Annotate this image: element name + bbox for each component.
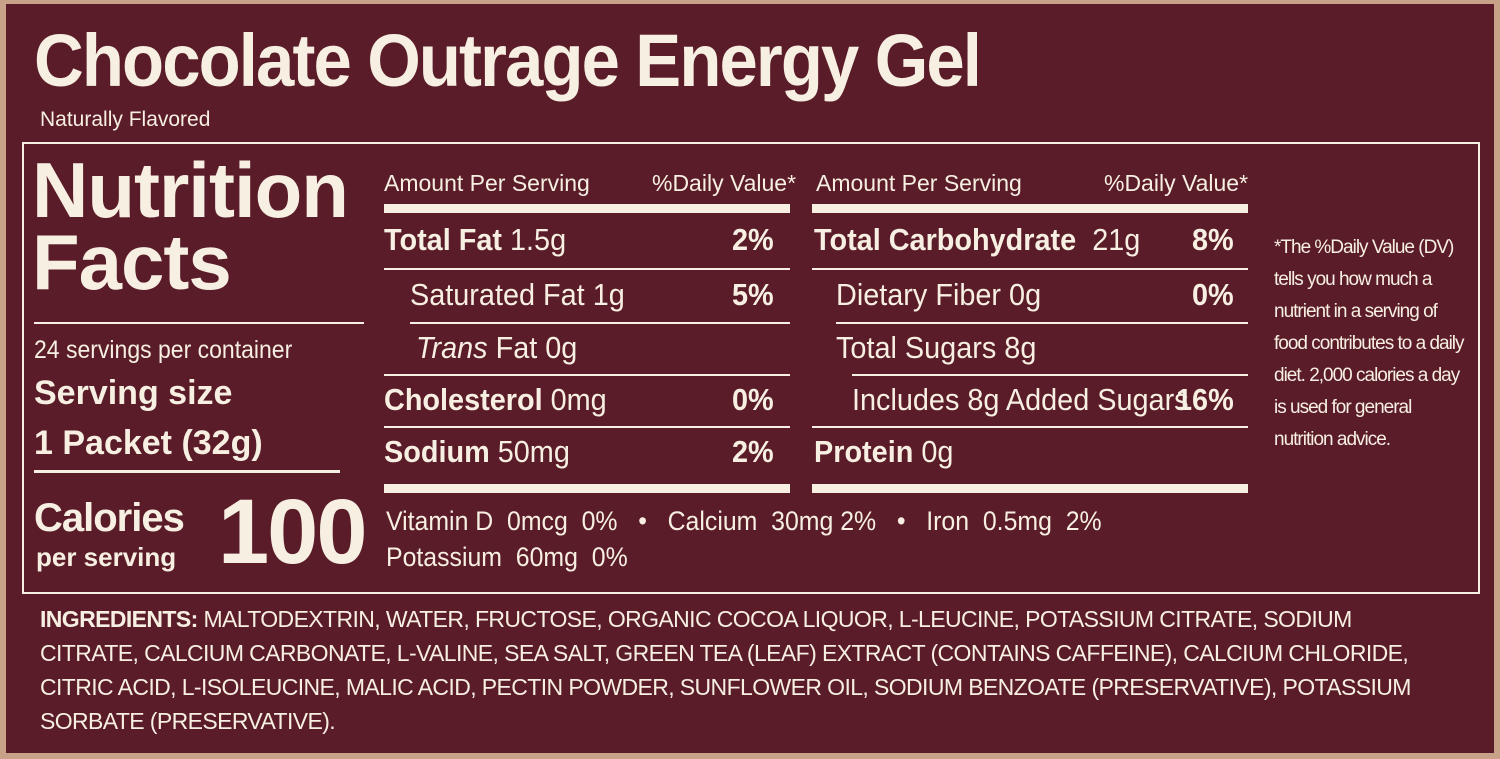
amount: 0mg bbox=[550, 382, 607, 417]
vitamin-amount: 60mg bbox=[515, 542, 578, 572]
dv: 2% bbox=[732, 434, 774, 469]
col-header: %Daily Value* bbox=[652, 170, 797, 196]
rule bbox=[384, 484, 790, 493]
col-header: Amount Per Serving bbox=[816, 170, 1022, 196]
vitamin-name: Calcium bbox=[667, 506, 758, 536]
ingredients-label: INGREDIENTS: bbox=[40, 606, 198, 632]
calories-sub: per serving bbox=[36, 542, 177, 572]
servings: 24 servings per container bbox=[34, 336, 293, 364]
facts-box bbox=[22, 142, 1480, 594]
rule bbox=[384, 374, 790, 376]
nutrient-name: Total Carbohydrate bbox=[814, 222, 1077, 257]
vitamin-dv: 0% bbox=[581, 506, 618, 536]
serving-size: 1 Packet (32g) bbox=[34, 424, 263, 462]
nutrient-name: Includes 8g Added Sugars bbox=[852, 382, 1189, 417]
nutrient-name: Saturated Fat bbox=[410, 277, 585, 312]
rule bbox=[812, 484, 1248, 493]
rule bbox=[34, 470, 340, 473]
amount: 21g bbox=[1092, 222, 1141, 257]
vitamin-name: Vitamin D bbox=[386, 506, 494, 536]
nutrient-name: Total Sugars bbox=[836, 330, 997, 365]
vitamin-amount: 30mg bbox=[771, 506, 834, 536]
amount: 0g bbox=[545, 330, 578, 365]
amount: 8g bbox=[1004, 330, 1037, 365]
col-header: Amount Per Serving bbox=[384, 170, 590, 196]
rule bbox=[384, 204, 790, 213]
footnote: *The %Daily Value (DV) tells you how muc… bbox=[1274, 237, 1465, 450]
rule bbox=[812, 204, 1248, 213]
rule bbox=[812, 426, 1248, 428]
vitamin-dv: 2% bbox=[840, 506, 877, 536]
vitamin-dv: 2% bbox=[1065, 506, 1102, 536]
calories-value: 100 bbox=[218, 481, 367, 583]
title: Chocolate Outrage Energy Gel bbox=[34, 19, 982, 102]
col-header: %Daily Value* bbox=[1104, 170, 1249, 196]
dv: 2% bbox=[732, 222, 774, 257]
rule bbox=[384, 268, 790, 270]
rule bbox=[812, 268, 1248, 270]
dv: 0% bbox=[1192, 277, 1234, 312]
amount: 0g bbox=[921, 434, 954, 469]
rule bbox=[384, 426, 790, 428]
amount: 1g bbox=[592, 277, 625, 312]
facts-heading: Nutrition Facts bbox=[32, 146, 349, 306]
calories-label: Calories bbox=[34, 496, 185, 540]
dv: 8% bbox=[1192, 222, 1234, 257]
vitamin-amount: 0.5mg bbox=[982, 506, 1052, 536]
rule bbox=[836, 322, 1248, 324]
rule bbox=[34, 322, 364, 324]
ingredients-text: MALTODEXTRIN, WATER, FRUCTOSE, ORGANIC C… bbox=[40, 606, 1411, 734]
amount: 50mg bbox=[497, 434, 570, 469]
amount: 0g bbox=[1009, 277, 1042, 312]
rule bbox=[852, 374, 1248, 376]
nutrient-name-italic: Trans bbox=[416, 330, 488, 365]
dv: 0% bbox=[732, 382, 774, 417]
dv: 16% bbox=[1176, 382, 1234, 417]
nutrient-name: Dietary Fiber bbox=[836, 277, 1002, 312]
nutrient-name: Fat bbox=[495, 330, 538, 365]
vitamin-amount: 0mcg bbox=[507, 506, 568, 536]
serving-size-label: Serving size bbox=[34, 374, 233, 412]
vitamin-dv: 0% bbox=[591, 542, 628, 572]
label-panel: Chocolate Outrage Energy Gel Naturally F… bbox=[6, 4, 1494, 753]
nutrient-name: Cholesterol bbox=[384, 382, 543, 417]
vitamin-name: Iron bbox=[926, 506, 970, 536]
dv: 5% bbox=[732, 277, 774, 312]
amount: 1.5g bbox=[510, 222, 567, 257]
subtitle: Naturally Flavored bbox=[40, 108, 211, 131]
rule bbox=[410, 322, 790, 324]
vitamin-name: Potassium bbox=[386, 542, 502, 572]
nutrient-name: Protein bbox=[814, 434, 914, 469]
nutrient-name: Total Fat bbox=[384, 222, 502, 257]
nutrient-name: Sodium bbox=[384, 434, 490, 469]
